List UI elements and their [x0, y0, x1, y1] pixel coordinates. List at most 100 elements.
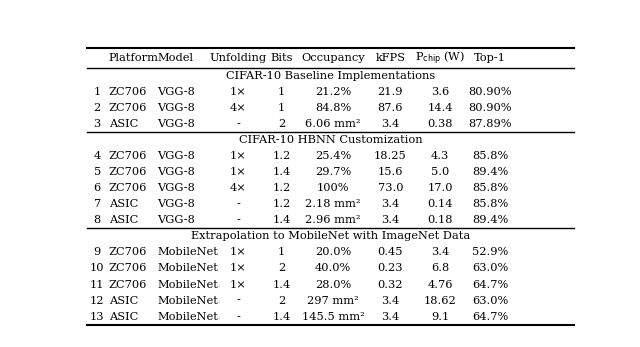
Text: ASIC: ASIC	[109, 119, 138, 129]
Text: -: -	[236, 215, 240, 226]
Text: MobileNet: MobileNet	[157, 263, 218, 273]
Text: 15.6: 15.6	[378, 167, 403, 177]
Text: 0.23: 0.23	[378, 263, 403, 273]
Text: 29.7%: 29.7%	[315, 167, 351, 177]
Text: 1: 1	[278, 247, 285, 257]
Text: 85.8%: 85.8%	[472, 151, 508, 161]
Text: 3.4: 3.4	[381, 296, 399, 306]
Text: 4.3: 4.3	[431, 151, 449, 161]
Text: Platform: Platform	[109, 53, 159, 63]
Text: 3.4: 3.4	[381, 215, 399, 226]
Text: 85.8%: 85.8%	[472, 183, 508, 193]
Text: kFPS: kFPS	[375, 53, 405, 63]
Text: ASIC: ASIC	[109, 215, 138, 226]
Text: 9: 9	[93, 247, 100, 257]
Text: 0.18: 0.18	[428, 215, 453, 226]
Text: 10: 10	[90, 263, 104, 273]
Text: P$_{\rm chip}$ (W): P$_{\rm chip}$ (W)	[415, 50, 465, 67]
Text: 63.0%: 63.0%	[472, 296, 508, 306]
Text: 89.4%: 89.4%	[472, 167, 508, 177]
Text: 64.7%: 64.7%	[472, 312, 508, 322]
Text: 25.4%: 25.4%	[315, 151, 351, 161]
Text: VGG-8: VGG-8	[157, 215, 195, 226]
Text: 17.0: 17.0	[428, 183, 453, 193]
Text: MobileNet: MobileNet	[157, 247, 218, 257]
Text: ZC706: ZC706	[109, 151, 147, 161]
Text: 28.0%: 28.0%	[315, 280, 351, 289]
Text: 0.14: 0.14	[428, 200, 453, 209]
Text: 9.1: 9.1	[431, 312, 449, 322]
Text: CIFAR-10 HBNN Customization: CIFAR-10 HBNN Customization	[239, 135, 422, 145]
Text: 1×: 1×	[230, 263, 246, 273]
Text: 4×: 4×	[230, 103, 246, 113]
Text: 80.90%: 80.90%	[468, 87, 511, 97]
Text: 3.4: 3.4	[381, 312, 399, 322]
Text: 12: 12	[90, 296, 104, 306]
Text: Extrapolation to MobileNet with ImageNet Data: Extrapolation to MobileNet with ImageNet…	[191, 231, 470, 242]
Text: 84.8%: 84.8%	[315, 103, 351, 113]
Text: 3.4: 3.4	[381, 119, 399, 129]
Text: 1.2: 1.2	[272, 151, 291, 161]
Text: 1.4: 1.4	[272, 280, 291, 289]
Text: 3: 3	[93, 119, 100, 129]
Text: 7: 7	[93, 200, 100, 209]
Text: 1.2: 1.2	[272, 183, 291, 193]
Text: 18.62: 18.62	[424, 296, 456, 306]
Text: 20.0%: 20.0%	[315, 247, 351, 257]
Text: 2.18 mm²: 2.18 mm²	[305, 200, 361, 209]
Text: 18.25: 18.25	[374, 151, 406, 161]
Text: 2: 2	[93, 103, 100, 113]
Text: VGG-8: VGG-8	[157, 87, 195, 97]
Text: 87.89%: 87.89%	[468, 119, 511, 129]
Text: 4×: 4×	[230, 183, 246, 193]
Text: 1×: 1×	[230, 87, 246, 97]
Text: Unfolding: Unfolding	[209, 53, 267, 63]
Text: VGG-8: VGG-8	[157, 167, 195, 177]
Text: 2: 2	[278, 296, 285, 306]
Text: 1.2: 1.2	[272, 200, 291, 209]
Text: 2.96 mm²: 2.96 mm²	[305, 215, 361, 226]
Text: 1.4: 1.4	[272, 215, 291, 226]
Text: 73.0: 73.0	[378, 183, 403, 193]
Text: 1.4: 1.4	[272, 312, 291, 322]
Text: ZC706: ZC706	[109, 183, 147, 193]
Text: 13: 13	[90, 312, 104, 322]
Text: 1×: 1×	[230, 151, 246, 161]
Text: 6.06 mm²: 6.06 mm²	[305, 119, 361, 129]
Text: 0.32: 0.32	[378, 280, 403, 289]
Text: Occupancy: Occupancy	[301, 53, 365, 63]
Text: 1×: 1×	[230, 247, 246, 257]
Text: 5: 5	[93, 167, 100, 177]
Text: 85.8%: 85.8%	[472, 200, 508, 209]
Text: Top-1: Top-1	[474, 53, 506, 63]
Text: ZC706: ZC706	[109, 263, 147, 273]
Text: 1: 1	[93, 87, 100, 97]
Text: VGG-8: VGG-8	[157, 200, 195, 209]
Text: 11: 11	[90, 280, 104, 289]
Text: Model: Model	[157, 53, 193, 63]
Text: 145.5 mm²: 145.5 mm²	[302, 312, 365, 322]
Text: -: -	[236, 119, 240, 129]
Text: ZC706: ZC706	[109, 167, 147, 177]
Text: 89.4%: 89.4%	[472, 215, 508, 226]
Text: 297 mm²: 297 mm²	[307, 296, 359, 306]
Text: ZC706: ZC706	[109, 280, 147, 289]
Text: -: -	[236, 296, 240, 306]
Text: ASIC: ASIC	[109, 200, 138, 209]
Text: -: -	[236, 312, 240, 322]
Text: 1: 1	[278, 103, 285, 113]
Text: 40.0%: 40.0%	[315, 263, 351, 273]
Text: Bits: Bits	[270, 53, 292, 63]
Text: 2: 2	[278, 263, 285, 273]
Text: 21.2%: 21.2%	[315, 87, 351, 97]
Text: 4: 4	[93, 151, 100, 161]
Text: -: -	[236, 200, 240, 209]
Text: 14.4: 14.4	[428, 103, 453, 113]
Text: 1×: 1×	[230, 280, 246, 289]
Text: 63.0%: 63.0%	[472, 263, 508, 273]
Text: 64.7%: 64.7%	[472, 280, 508, 289]
Text: ZC706: ZC706	[109, 103, 147, 113]
Text: VGG-8: VGG-8	[157, 103, 195, 113]
Text: 8: 8	[93, 215, 100, 226]
Text: 87.6: 87.6	[378, 103, 403, 113]
